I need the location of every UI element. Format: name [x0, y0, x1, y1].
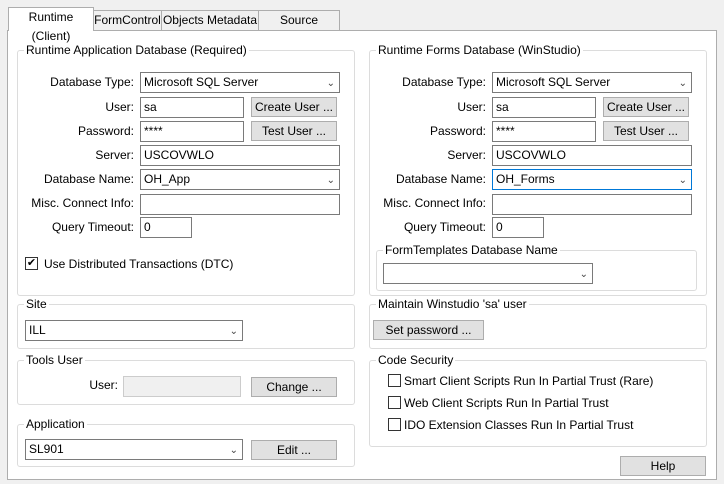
help-button[interactable]: Help [620, 456, 706, 476]
db-type-label: Database Type: [50, 75, 134, 89]
group-title: Code Security [376, 353, 456, 367]
app-timeout-input[interactable]: 0 [140, 217, 192, 238]
smart-client-partial-trust-checkbox[interactable] [388, 374, 401, 387]
misc-label: Misc. Connect Info: [31, 196, 134, 210]
forms-db-group: Runtime Forms Database (WinStudio) [369, 43, 707, 296]
app-create-user-button[interactable]: Create User ... [251, 97, 337, 117]
forms-user-input[interactable]: sa [492, 97, 596, 118]
set-password-button[interactable]: Set password ... [373, 320, 484, 340]
app-user-input[interactable]: sa [140, 97, 244, 118]
user-label: User: [105, 100, 134, 114]
tab-panel [7, 30, 717, 480]
chevron-down-icon: ⌄ [678, 78, 687, 89]
chevron-down-icon: ⌄ [229, 445, 238, 456]
db-name-label: Database Name: [395, 172, 486, 186]
tab-source-control[interactable]: Source Control [258, 10, 340, 46]
checkbox-label: Web Client Scripts Run In Partial Trust [404, 396, 609, 410]
maintain-sa-group: Maintain Winstudio 'sa' user [369, 297, 707, 349]
password-label: Password: [429, 124, 486, 138]
app-password-input[interactable]: **** [140, 121, 244, 142]
app-misc-input[interactable] [140, 194, 340, 215]
user-label: User: [457, 100, 486, 114]
timeout-label: Query Timeout: [403, 220, 486, 234]
checkbox-label: IDO Extension Classes Run In Partial Tru… [404, 418, 634, 432]
select-value: ILL [29, 323, 46, 337]
app-db-type-select[interactable]: Microsoft SQL Server ⌄ [140, 72, 340, 93]
group-title: Maintain Winstudio 'sa' user [376, 297, 529, 311]
checkbox-label: Smart Client Scripts Run In Partial Trus… [404, 374, 654, 388]
ido-extension-partial-trust-checkbox[interactable] [388, 418, 401, 431]
chevron-down-icon: ⌄ [229, 326, 238, 337]
application-select[interactable]: SL901 ⌄ [25, 439, 243, 460]
db-name-label: Database Name: [43, 172, 134, 186]
tools-user-input[interactable] [123, 376, 241, 397]
forms-misc-input[interactable] [492, 194, 692, 215]
form-templates-group: FormTemplates Database Name [376, 243, 697, 291]
select-value: OH_Forms [496, 172, 555, 186]
site-group: Site [17, 297, 355, 349]
timeout-label: Query Timeout: [51, 220, 134, 234]
forms-server-input[interactable]: USCOVWLO [492, 145, 692, 166]
form-templates-select[interactable]: ⌄ [383, 263, 593, 284]
server-label: Server: [95, 148, 134, 162]
tab-formcontrol[interactable]: FormControl [93, 10, 162, 30]
misc-label: Misc. Connect Info: [383, 196, 486, 210]
edit-button[interactable]: Edit ... [251, 440, 337, 460]
chevron-down-icon: ⌄ [326, 175, 335, 186]
app-server-input[interactable]: USCOVWLO [140, 145, 340, 166]
dtc-checkbox[interactable]: ✔ [25, 257, 38, 270]
chevron-down-icon: ⌄ [579, 269, 588, 280]
select-value: Microsoft SQL Server [496, 75, 611, 89]
group-title: FormTemplates Database Name [383, 243, 560, 257]
app-db-name-select[interactable]: OH_App ⌄ [140, 169, 340, 190]
group-title: Site [24, 297, 49, 311]
forms-db-type-select[interactable]: Microsoft SQL Server ⌄ [492, 72, 692, 93]
chevron-down-icon: ⌄ [326, 78, 335, 89]
group-title: Runtime Forms Database (WinStudio) [376, 43, 583, 57]
forms-create-user-button[interactable]: Create User ... [603, 97, 689, 117]
tools-user-group: Tools User [17, 353, 355, 405]
app-db-group: Runtime Application Database (Required) [17, 43, 355, 296]
forms-test-user-button[interactable]: Test User ... [603, 121, 689, 141]
group-title: Tools User [24, 353, 85, 367]
server-label: Server: [447, 148, 486, 162]
tab-objects-metadata[interactable]: Objects Metadata [161, 10, 259, 30]
group-title: Application [24, 417, 87, 431]
select-value: SL901 [29, 442, 64, 456]
tools-user-label: User: [89, 378, 118, 392]
group-title: Runtime Application Database (Required) [24, 43, 249, 57]
db-type-label: Database Type: [402, 75, 486, 89]
web-client-partial-trust-checkbox[interactable] [388, 396, 401, 409]
app-test-user-button[interactable]: Test User ... [251, 121, 337, 141]
select-value: OH_App [144, 172, 191, 186]
forms-timeout-input[interactable]: 0 [492, 217, 544, 238]
application-group: Application [17, 417, 355, 467]
tab-runtime-client[interactable]: Runtime (Client) [8, 7, 94, 43]
change-button[interactable]: Change ... [251, 377, 337, 397]
code-security-group: Code Security [369, 353, 707, 447]
chevron-down-icon: ⌄ [678, 175, 687, 186]
forms-db-name-select[interactable]: OH_Forms ⌄ [492, 169, 692, 190]
forms-password-input[interactable]: **** [492, 121, 596, 142]
password-label: Password: [77, 124, 134, 138]
select-value: Microsoft SQL Server [144, 75, 259, 89]
dtc-label: Use Distributed Transactions (DTC) [44, 257, 234, 271]
site-select[interactable]: ILL ⌄ [25, 320, 243, 341]
